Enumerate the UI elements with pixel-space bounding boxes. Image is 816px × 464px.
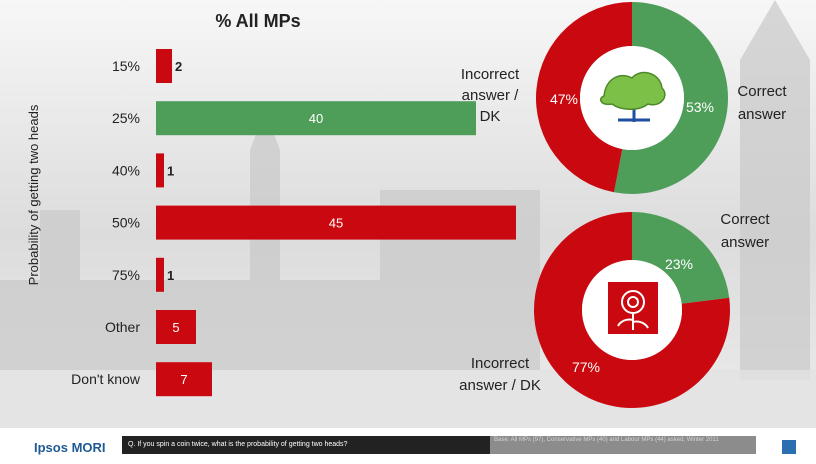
- survey-question: Q. If you spin a coin twice, what is the…: [122, 436, 490, 454]
- donut-slice: [535, 2, 632, 193]
- bar-chart: 15% 2 25% 40 40% 1 50% 45 75% 1 Other 5 Don't know 7: [71, 49, 516, 397]
- bar-category-label: Don't know: [71, 371, 141, 387]
- conservative-correct-label-line1: Correct: [737, 83, 787, 100]
- donut-slice: [632, 212, 730, 304]
- chart-title: % All MPs: [215, 11, 300, 31]
- conservative-incorrect-label-line3: DK: [480, 108, 501, 125]
- bar-category-label: 25%: [112, 110, 140, 126]
- conservative-incorrect-label-line1: Incorrect: [461, 66, 520, 83]
- donut-slice: [614, 2, 728, 195]
- bar-category-label: Other: [105, 319, 140, 335]
- bar-category-label: 75%: [112, 267, 140, 283]
- bar-value-label: 45: [329, 216, 343, 231]
- bar: [156, 205, 516, 240]
- donut-value-label: 77%: [572, 359, 600, 375]
- donut-slice: [534, 212, 730, 408]
- conservative-correct-label-line2: answer: [738, 106, 786, 123]
- bar-category-label: 40%: [112, 162, 140, 178]
- bar: [156, 362, 212, 397]
- bar-value-label: 40: [309, 111, 323, 126]
- bar-value-label: 5: [172, 320, 179, 335]
- bar-category-label: 50%: [112, 215, 140, 231]
- bar-value-label: 1: [167, 268, 174, 283]
- bar: [156, 101, 476, 136]
- labour-correct-label-line2: answer: [721, 234, 769, 251]
- bar-value-label: 7: [180, 372, 187, 387]
- donut-value-label: 23%: [665, 256, 693, 272]
- bar: [156, 310, 196, 344]
- bar: [156, 153, 164, 188]
- labour-rose-icon: [608, 282, 658, 334]
- bar: [156, 257, 164, 292]
- corner-logo-icon: [782, 440, 796, 454]
- donut-value-label: 47%: [550, 91, 578, 107]
- labour-incorrect-label-line2: answer / DK: [459, 377, 541, 394]
- base-note: Base: All MPs (97), Conservative MPs (40…: [490, 436, 756, 454]
- y-axis-label: Probability of getting two heads: [26, 104, 41, 285]
- labour-correct-label-line1: Correct: [720, 211, 770, 228]
- bar-value-label: 1: [167, 163, 174, 178]
- labour-incorrect-label-line1: Incorrect: [471, 355, 530, 372]
- bar: [156, 49, 172, 83]
- conservative-incorrect-label-line2: answer /: [462, 87, 520, 104]
- brand-logo-text: Ipsos MORI: [34, 440, 106, 455]
- conservative-tree-icon: [592, 62, 676, 130]
- bar-category-label: 15%: [112, 58, 140, 74]
- donut-value-label: 53%: [686, 99, 714, 115]
- bar-value-label: 2: [175, 59, 182, 74]
